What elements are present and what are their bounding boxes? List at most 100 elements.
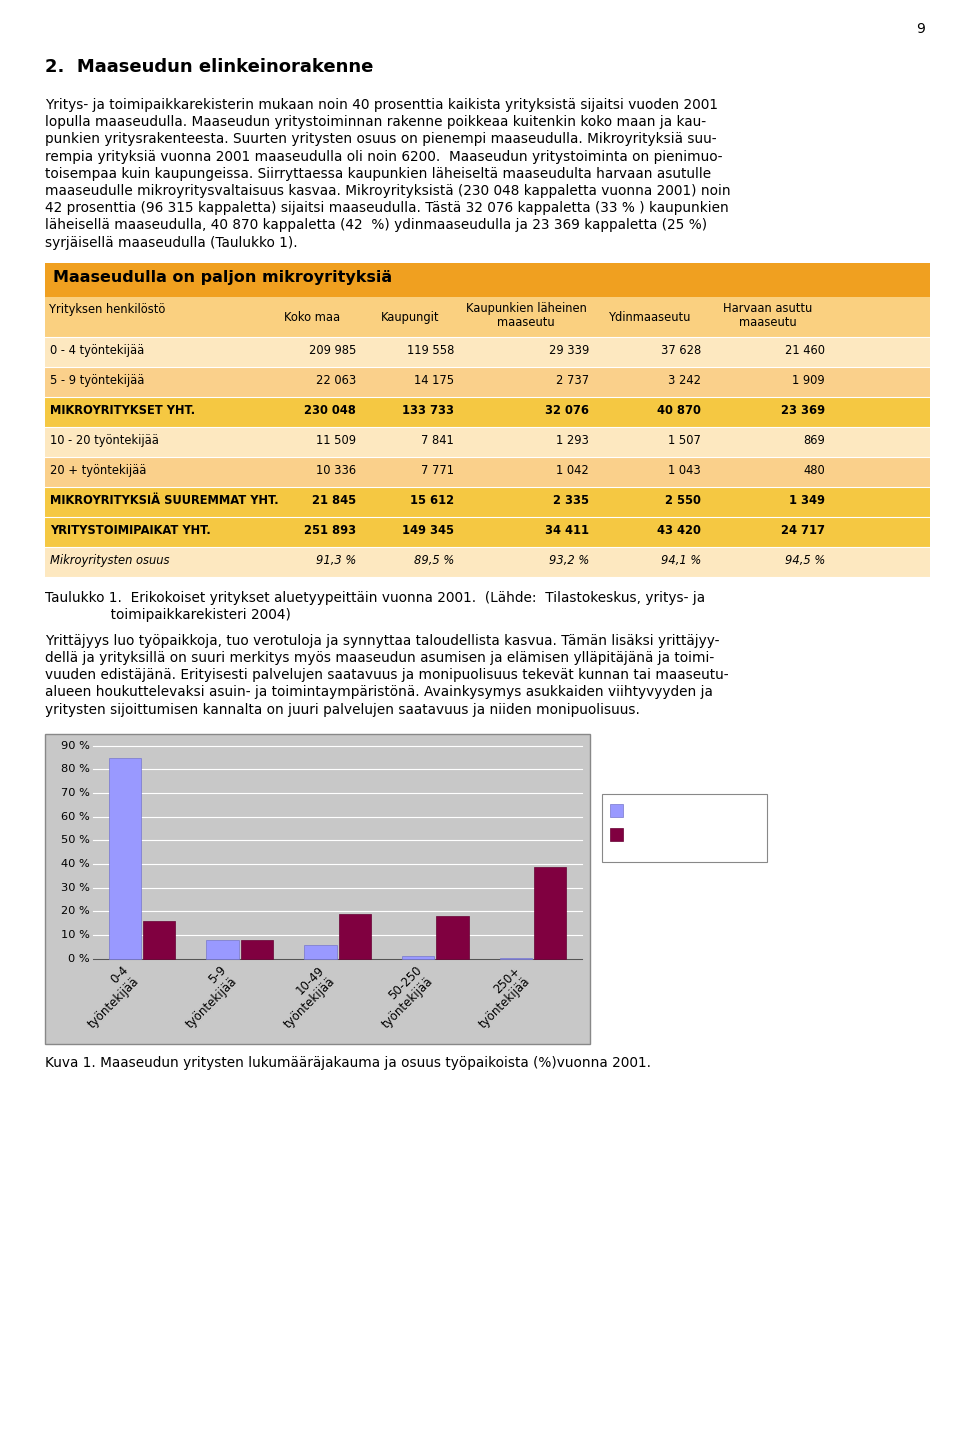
Text: 7 771: 7 771	[421, 464, 454, 477]
Text: Maaseudulla on paljon mikroyrityksiä: Maaseudulla on paljon mikroyrityksiä	[53, 270, 392, 285]
Text: 2 335: 2 335	[553, 494, 589, 507]
Text: 10 %: 10 %	[61, 930, 90, 940]
Text: 2 550: 2 550	[665, 494, 701, 507]
Text: 94,5 %: 94,5 %	[784, 555, 825, 568]
Text: 40 %: 40 %	[61, 859, 90, 869]
Text: Taulukko 1.  Erikokoiset yritykset aluetyypeittäin vuonna 2001.  (Lähde:  Tilast: Taulukko 1. Erikokoiset yritykset aluety…	[45, 591, 706, 605]
Text: 9: 9	[916, 22, 925, 36]
Text: 10 336: 10 336	[316, 464, 356, 477]
Text: 251 893: 251 893	[304, 525, 356, 537]
Bar	[534, 867, 566, 958]
Text: Yritys- ja toimipaikkarekisterin mukaan noin 40 prosenttia kaikista yrityksistä : Yritys- ja toimipaikkarekisterin mukaan …	[45, 98, 718, 112]
Text: 250+
työntekijää: 250+ työntekijää	[467, 964, 533, 1030]
Text: Yrittäjyys luo työpaikkoja, tuo verotuloja ja synnyttaa taloudellista kasvua. Tä: Yrittäjyys luo työpaikkoja, tuo verotulo…	[45, 634, 719, 648]
Text: 90 %: 90 %	[61, 741, 90, 750]
Bar	[45, 487, 930, 517]
Text: 0-4
työntekijää: 0-4 työntekijää	[75, 964, 142, 1030]
Text: 42 prosenttia (96 315 kappaletta) sijaitsi maaseudulla. Tästä 32 076 kappaletta : 42 prosenttia (96 315 kappaletta) sijait…	[45, 201, 729, 216]
Text: Osuus työpaikoista: Osuus työpaikoista	[627, 828, 736, 841]
Text: 20 %: 20 %	[61, 907, 90, 917]
Bar	[45, 397, 930, 427]
Bar	[45, 366, 930, 397]
Bar	[45, 336, 930, 366]
Text: 80 %: 80 %	[61, 764, 90, 775]
Text: 230 048: 230 048	[304, 404, 356, 417]
Text: 0 - 4 työntekijää: 0 - 4 työntekijää	[50, 345, 144, 358]
Text: 1 293: 1 293	[556, 434, 589, 447]
Text: 94,1 %: 94,1 %	[660, 555, 701, 568]
Text: syrjäisellä maaseudulla (Taulukko 1).: syrjäisellä maaseudulla (Taulukko 1).	[45, 236, 298, 250]
Text: 5-9
työntekijää: 5-9 työntekijää	[173, 964, 240, 1030]
Bar	[45, 263, 930, 297]
Text: Harvaan asuttu: Harvaan asuttu	[724, 302, 812, 315]
Bar	[45, 517, 930, 547]
Text: 20 + työntekijää: 20 + työntekijää	[50, 464, 146, 477]
Text: 7 841: 7 841	[421, 434, 454, 447]
Text: Mikroyritysten osuus: Mikroyritysten osuus	[50, 555, 170, 568]
Text: 5 - 9 työntekijää: 5 - 9 työntekijää	[50, 374, 144, 388]
Text: 119 558: 119 558	[407, 345, 454, 358]
Bar	[45, 457, 930, 487]
Text: Yrityksen henkilöstö: Yrityksen henkilöstö	[49, 303, 165, 316]
Text: 480: 480	[804, 464, 825, 477]
Text: YRITYSTOIMIPAIKAT YHT.: YRITYSTOIMIPAIKAT YHT.	[50, 525, 211, 537]
Text: Osuus yrityksistä: Osuus yrityksistä	[627, 803, 726, 816]
Text: 1 349: 1 349	[789, 494, 825, 507]
Text: punkien yritysrakenteesta. Suurten yritysten osuus on pienempi maaseudulla. Mikr: punkien yritysrakenteesta. Suurten yrity…	[45, 132, 716, 147]
Text: yritysten sijoittumisen kannalta on juuri palvelujen saatavuus ja niiden monipuo: yritysten sijoittumisen kannalta on juur…	[45, 703, 640, 717]
Text: 60 %: 60 %	[61, 812, 90, 822]
Text: 0 %: 0 %	[68, 954, 90, 964]
Text: rempia yrityksiä vuonna 2001 maaseudulla oli noin 6200.  Maaseudun yritystoimint: rempia yrityksiä vuonna 2001 maaseudulla…	[45, 149, 723, 164]
Text: alueen houkuttelevaksi asuin- ja toimintaympäristönä. Avainkysymys asukkaiden vi: alueen houkuttelevaksi asuin- ja toimint…	[45, 685, 713, 700]
Bar	[402, 957, 434, 958]
Bar	[45, 547, 930, 576]
Text: 3 242: 3 242	[668, 374, 701, 388]
Bar	[45, 297, 930, 336]
Text: 15 612: 15 612	[410, 494, 454, 507]
Text: 89,5 %: 89,5 %	[414, 555, 454, 568]
Text: toimipaikkarekisteri 2004): toimipaikkarekisteri 2004)	[45, 608, 291, 622]
Text: 10 - 20 työntekijää: 10 - 20 työntekijää	[50, 434, 158, 447]
Bar	[45, 734, 590, 1043]
Text: 149 345: 149 345	[402, 525, 454, 537]
Text: 93,2 %: 93,2 %	[549, 555, 589, 568]
Bar	[339, 914, 371, 958]
Text: Kaupungit: Kaupungit	[381, 310, 440, 323]
Text: Kuva 1. Maaseudun yritysten lukumääräjakauma ja osuus työpaikoista (%)vuonna 200: Kuva 1. Maaseudun yritysten lukumääräjak…	[45, 1056, 651, 1069]
Bar	[206, 940, 239, 958]
Text: 91,3 %: 91,3 %	[316, 555, 356, 568]
Text: Kaupunkien läheinen: Kaupunkien läheinen	[466, 302, 587, 315]
Bar	[610, 828, 623, 841]
Text: 209 985: 209 985	[308, 345, 356, 358]
Text: 1 043: 1 043	[668, 464, 701, 477]
Text: 14 175: 14 175	[414, 374, 454, 388]
Text: 21 845: 21 845	[312, 494, 356, 507]
Text: maaseutu: maaseutu	[497, 316, 555, 329]
Text: MIKROYRITYKSIÄ SUUREMMAT YHT.: MIKROYRITYKSIÄ SUUREMMAT YHT.	[50, 494, 278, 507]
Text: 40 870: 40 870	[658, 404, 701, 417]
Bar	[143, 921, 175, 958]
Text: vuuden edistäjänä. Erityisesti palvelujen saatavuus ja monipuolisuus tekevät kun: vuuden edistäjänä. Erityisesti palveluje…	[45, 668, 729, 683]
Text: 23 369: 23 369	[780, 404, 825, 417]
Text: 34 411: 34 411	[545, 525, 589, 537]
Text: 37 628: 37 628	[660, 345, 701, 358]
Bar	[602, 793, 767, 862]
Text: 869: 869	[804, 434, 825, 447]
Text: 1 042: 1 042	[556, 464, 589, 477]
Text: 32 076: 32 076	[545, 404, 589, 417]
Text: 21 460: 21 460	[785, 345, 825, 358]
Text: 24 717: 24 717	[781, 525, 825, 537]
Text: dellä ja yrityksillä on suuri merkitys myös maaseudun asumisen ja elämisen ylläp: dellä ja yrityksillä on suuri merkitys m…	[45, 651, 714, 665]
Text: 2 737: 2 737	[556, 374, 589, 388]
Text: 11 509: 11 509	[316, 434, 356, 447]
Text: läheisellä maaseudulla, 40 870 kappaletta (42  %) ydinmaaseudulla ja 23 369 kapp: läheisellä maaseudulla, 40 870 kappalett…	[45, 218, 708, 233]
Bar	[45, 427, 930, 457]
Text: 133 733: 133 733	[402, 404, 454, 417]
Text: 1 909: 1 909	[792, 374, 825, 388]
Text: maaseudulle mikroyritysvaltaisuus kasvaa. Mikroyrityksistä (230 048 kappaletta v: maaseudulle mikroyritysvaltaisuus kasvaa…	[45, 184, 731, 198]
Text: 29 339: 29 339	[549, 345, 589, 358]
Text: 50-250
työntekijää: 50-250 työntekijää	[369, 964, 435, 1030]
Text: Ydinmaaseutu: Ydinmaaseutu	[609, 310, 691, 323]
Bar	[241, 940, 273, 958]
Bar	[436, 917, 468, 958]
